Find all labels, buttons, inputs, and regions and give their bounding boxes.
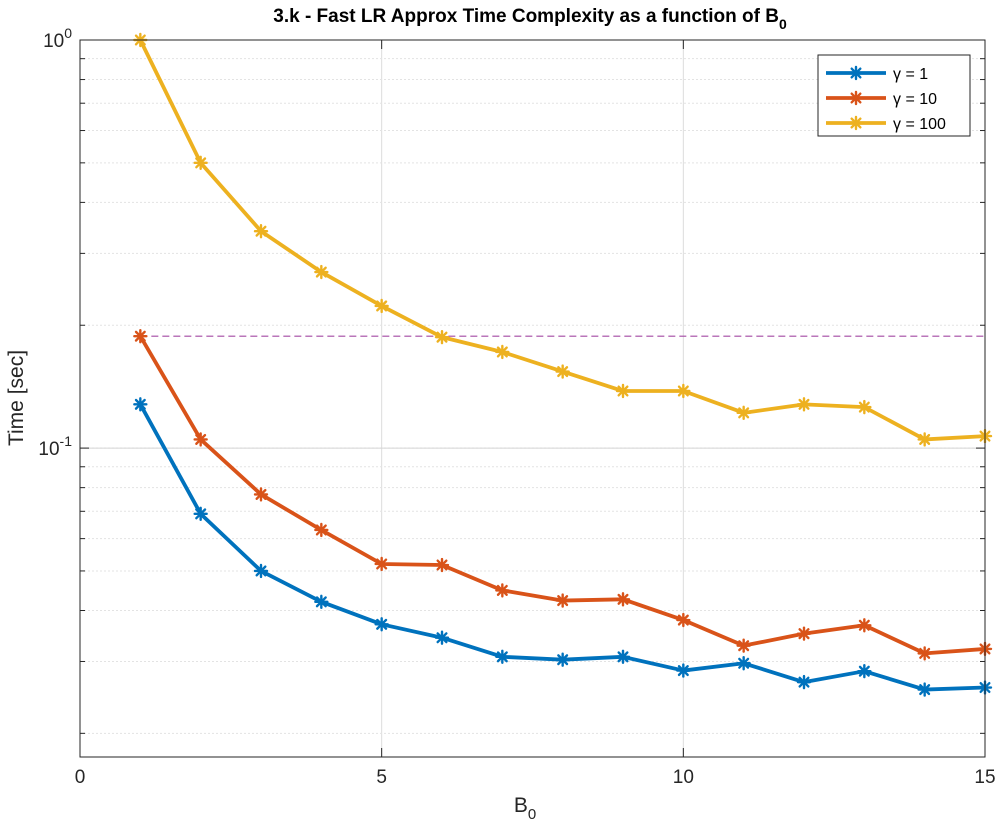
- data-point: [796, 397, 812, 412]
- data-point: [253, 487, 269, 502]
- data-point: [555, 364, 570, 379]
- data-point: [193, 155, 208, 171]
- data-point: [736, 638, 751, 653]
- grid-lines: [80, 40, 985, 757]
- x-tick-label: 0: [75, 767, 86, 788]
- x-tick-label: 5: [376, 767, 387, 788]
- y-axis-label: Time [sec]: [5, 350, 28, 446]
- data-point: [314, 594, 329, 610]
- data-point: [253, 563, 269, 579]
- data-point: [374, 556, 389, 572]
- series-layer: [133, 32, 993, 697]
- data-point: [133, 397, 148, 412]
- legend-marker: [848, 90, 864, 106]
- axis-ticks: [79, 39, 986, 757]
- plot-frame: [79, 39, 986, 758]
- legend-label: γ = 100: [893, 116, 946, 133]
- data-point: [917, 682, 932, 697]
- data-point: [676, 612, 691, 628]
- data-point: [676, 383, 691, 399]
- data-point: [917, 432, 932, 447]
- data-point: [253, 223, 269, 239]
- data-point: [314, 264, 329, 280]
- data-point: [133, 329, 148, 344]
- data-point: [555, 593, 570, 608]
- data-point: [917, 646, 932, 661]
- data-point: [857, 618, 872, 633]
- legend-label: γ = 1: [893, 66, 928, 83]
- data-point: [615, 649, 631, 665]
- x-tick-labels: 0 5 10 15: [75, 767, 996, 788]
- data-point: [434, 557, 450, 573]
- data-point: [796, 626, 812, 641]
- data-point: [193, 506, 208, 522]
- data-point: [555, 652, 570, 667]
- data-point: [615, 383, 631, 399]
- data-point: [495, 583, 510, 598]
- data-point: [434, 329, 450, 345]
- data-point: [857, 399, 872, 415]
- data-point: [495, 344, 510, 360]
- y-tick-label: 100: [43, 25, 72, 52]
- data-point: [857, 663, 872, 679]
- data-point: [374, 298, 389, 314]
- data-point: [193, 432, 208, 447]
- plot-background: [80, 40, 985, 757]
- y-tick-label: 10-1: [38, 433, 72, 460]
- legend-marker: [848, 115, 864, 131]
- legend-marker: [848, 65, 864, 81]
- data-point: [796, 674, 812, 690]
- x-tick-label: 15: [974, 767, 995, 788]
- data-point: [434, 630, 450, 645]
- data-point: [374, 617, 389, 632]
- legend: γ = 1 γ = 10 γ = 100: [817, 54, 971, 137]
- data-point: [676, 663, 691, 678]
- data-point: [615, 592, 631, 607]
- x-axis-label: B0: [514, 794, 536, 823]
- chart-title: 3.k - Fast LR Approx Time Complexity as …: [273, 6, 787, 32]
- legend-label: γ = 10: [893, 91, 937, 108]
- data-point: [736, 405, 751, 421]
- data-point: [495, 649, 510, 665]
- x-tick-label: 10: [673, 767, 694, 788]
- y-tick-labels: 100 10-1: [38, 25, 72, 460]
- data-point: [314, 522, 329, 538]
- data-point: [736, 656, 751, 671]
